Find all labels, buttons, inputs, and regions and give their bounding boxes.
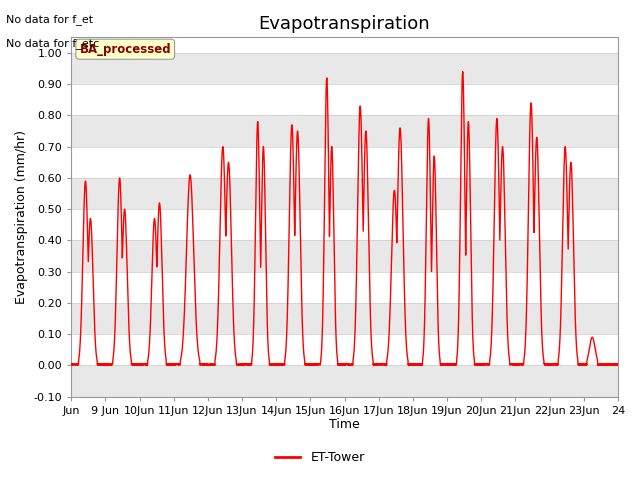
Text: No data for f_et: No data for f_et (6, 14, 93, 25)
Bar (71, 178, 618, 209)
Y-axis label: Evapotranspiration (mm/hr): Evapotranspiration (mm/hr) (15, 130, 28, 304)
Bar (71, 147, 618, 178)
Legend: ET-Tower: ET-Tower (270, 446, 370, 469)
Bar (71, 365, 618, 396)
Bar (71, 303, 618, 334)
Bar (71, 84, 618, 115)
Bar (71, 209, 618, 240)
Title: Evapotranspiration: Evapotranspiration (259, 15, 430, 33)
Text: BA_processed: BA_processed (79, 43, 171, 56)
Bar (71, 53, 618, 84)
Bar (71, 272, 618, 303)
Bar (71, 240, 618, 272)
Text: No data for f_etc: No data for f_etc (6, 38, 100, 49)
Bar (71, 115, 618, 147)
Bar (71, 334, 618, 365)
X-axis label: Time: Time (329, 419, 360, 432)
